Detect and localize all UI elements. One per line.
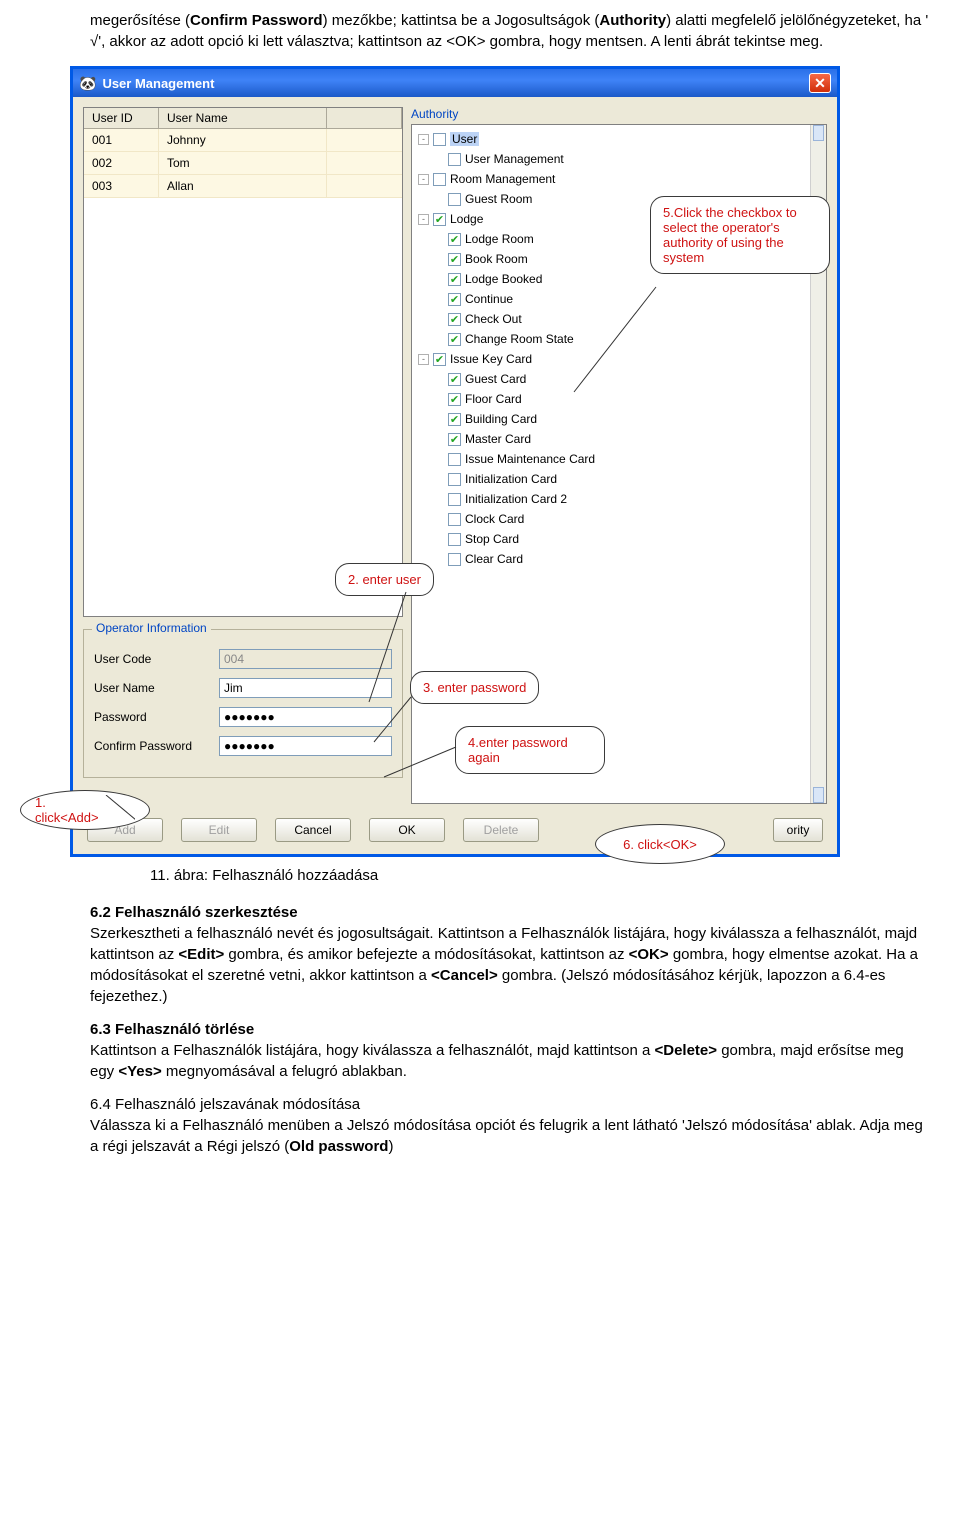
checkbox[interactable] — [448, 333, 461, 346]
tree-node[interactable]: Initialization Card — [414, 469, 824, 489]
expand-icon[interactable]: - — [418, 174, 429, 185]
checkbox[interactable] — [448, 153, 461, 166]
authority-label: Authority — [411, 107, 827, 121]
user-list[interactable]: User ID User Name 001Johnny002Tom003Alla… — [83, 107, 403, 617]
callout-3: 3. enter password — [410, 671, 539, 704]
checkbox[interactable] — [448, 473, 461, 486]
section-6-4-title: 6.4 Felhasználó jelszavának módosítása — [90, 1096, 930, 1113]
checkbox[interactable] — [448, 453, 461, 466]
password-field[interactable] — [219, 707, 392, 727]
checkbox[interactable] — [448, 233, 461, 246]
tree-node[interactable]: -Room Management — [414, 169, 824, 189]
table-row[interactable]: 002Tom — [84, 152, 402, 175]
expand-icon[interactable]: - — [418, 134, 429, 145]
group-title: Operator Information — [92, 621, 211, 635]
checkbox[interactable] — [448, 433, 461, 446]
section-6-3-body: Kattintson a Felhasználók listájára, hog… — [90, 1040, 930, 1082]
tree-node[interactable]: -User — [414, 129, 824, 149]
col-header-user-id: User ID — [84, 108, 159, 128]
label-user-name: User Name — [94, 681, 219, 695]
checkbox[interactable] — [433, 353, 446, 366]
figure-caption: 11. ábra: Felhasználó hozzáadása — [150, 867, 930, 884]
authority-button-partial[interactable]: ority — [773, 818, 823, 842]
col-header-user-name: User Name — [159, 108, 327, 128]
expand-icon[interactable]: - — [418, 214, 429, 225]
checkbox[interactable] — [433, 133, 446, 146]
checkbox[interactable] — [433, 213, 446, 226]
tree-node[interactable]: User Management — [414, 149, 824, 169]
expand-icon[interactable]: - — [418, 354, 429, 365]
checkbox[interactable] — [448, 293, 461, 306]
checkbox[interactable] — [448, 193, 461, 206]
callout-6: 6. click<OK> — [595, 824, 725, 864]
cancel-button[interactable]: Cancel — [275, 818, 351, 842]
close-icon[interactable]: ✕ — [809, 73, 831, 93]
checkbox[interactable] — [448, 413, 461, 426]
operator-info-group: Operator Information User Code User Name… — [83, 629, 403, 778]
tree-node[interactable]: Building Card — [414, 409, 824, 429]
section-6-2-title: 6.2 Felhasználó szerkesztése — [90, 904, 930, 921]
delete-button[interactable]: Delete — [463, 818, 539, 842]
tree-node[interactable]: Issue Maintenance Card — [414, 449, 824, 469]
checkbox[interactable] — [448, 373, 461, 386]
label-user-code: User Code — [94, 652, 219, 666]
label-confirm-password: Confirm Password — [94, 739, 219, 753]
table-row[interactable]: 003Allan — [84, 175, 402, 198]
checkbox[interactable] — [448, 513, 461, 526]
list-header: User ID User Name — [84, 108, 402, 129]
checkbox[interactable] — [448, 253, 461, 266]
tree-node[interactable]: Initialization Card 2 — [414, 489, 824, 509]
checkbox[interactable] — [448, 313, 461, 326]
intro-paragraph: megerősítése (Confirm Password) mezőkbe;… — [90, 10, 930, 52]
section-6-2-body: Szerkesztheti a felhasználó nevét és jog… — [90, 923, 930, 1007]
callout-5: 5.Click the checkbox to select the opera… — [650, 196, 830, 274]
tree-node[interactable]: Clock Card — [414, 509, 824, 529]
edit-button[interactable]: Edit — [181, 818, 257, 842]
callout-2: 2. enter user — [335, 563, 434, 596]
tree-node[interactable]: Master Card — [414, 429, 824, 449]
ok-button[interactable]: OK — [369, 818, 445, 842]
window-title: User Management — [102, 76, 214, 91]
label-password: Password — [94, 710, 219, 724]
callout-4: 4.enter password again — [455, 726, 605, 774]
confirm-password-field[interactable] — [219, 736, 392, 756]
checkbox[interactable] — [433, 173, 446, 186]
section-6-3-title: 6.3 Felhasználó törlése — [90, 1021, 930, 1038]
section-6-4-body: Válassza ki a Felhasználó menüben a Jels… — [90, 1115, 930, 1157]
checkbox[interactable] — [448, 393, 461, 406]
window-icon: 🐼 — [79, 75, 96, 92]
titlebar: 🐼 User Management ✕ — [73, 69, 837, 97]
checkbox[interactable] — [448, 533, 461, 546]
checkbox[interactable] — [448, 273, 461, 286]
tree-node[interactable]: Stop Card — [414, 529, 824, 549]
table-row[interactable]: 001Johnny — [84, 129, 402, 152]
checkbox[interactable] — [448, 493, 461, 506]
tree-node[interactable]: Clear Card — [414, 549, 824, 569]
checkbox[interactable] — [448, 553, 461, 566]
callout-1: 1. click<Add> — [20, 790, 150, 830]
